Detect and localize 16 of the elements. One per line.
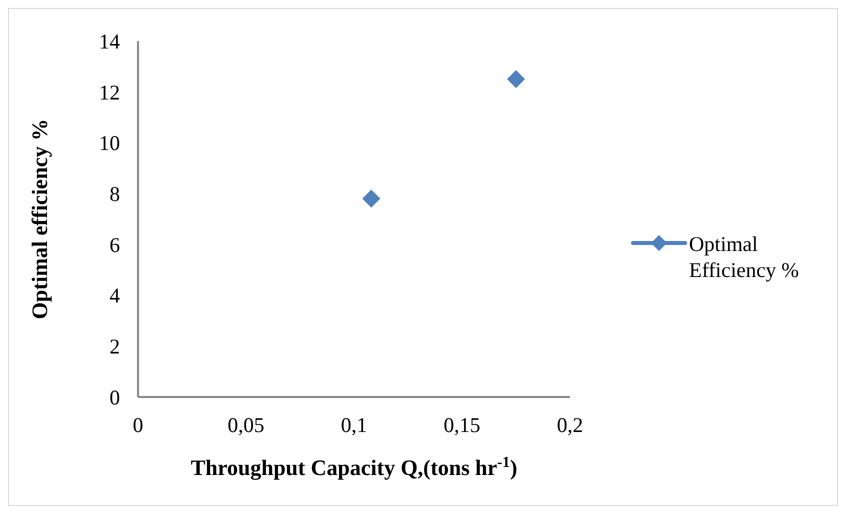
x-tick-label: 0,1 — [340, 412, 368, 437]
x-tick-label: 0,05 — [228, 412, 264, 437]
x-axis-title: Throughput Capacity Q,(tons hr$^{-1}$) — [190, 454, 518, 480]
x-tick-label: 0 — [132, 412, 144, 437]
y-tick-label: 2 — [110, 334, 120, 359]
y-tick-label: 6 — [110, 232, 120, 257]
y-tick-label: 8 — [110, 182, 120, 206]
legend-label: Optimal Efficiency % — [689, 231, 800, 283]
y-axis-title: Optimal efficiency % — [26, 118, 52, 320]
y-tick-label: 0 — [110, 385, 120, 410]
y-tick-label: 4 — [110, 284, 120, 308]
x-tick-label: 0,2 — [556, 412, 584, 437]
x-tick-label: 0,15 — [444, 412, 480, 437]
y-tick-label: 10 — [99, 131, 120, 156]
y-tick-label: 12 — [99, 80, 120, 104]
y-tick-label: 14 — [99, 29, 120, 54]
